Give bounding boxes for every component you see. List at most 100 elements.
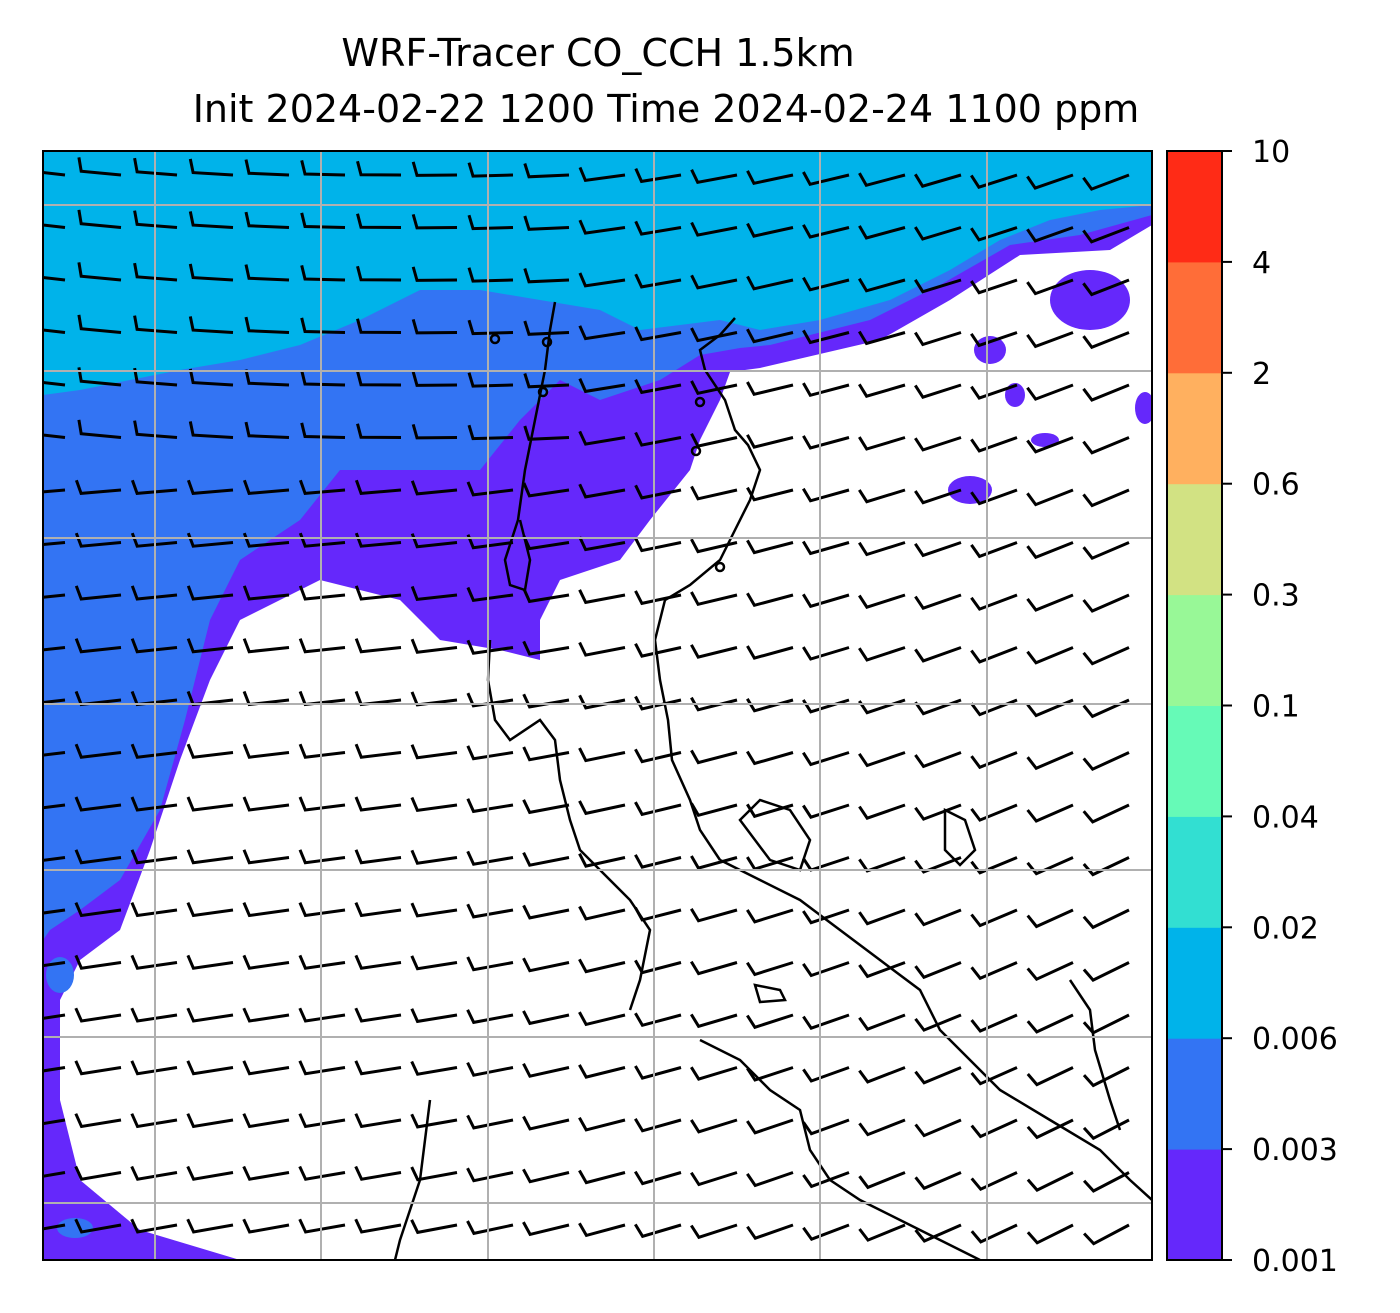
wind-barb xyxy=(690,538,738,554)
wind-barb xyxy=(1026,1066,1074,1087)
wind-barb xyxy=(970,856,1018,875)
wind-barb xyxy=(410,1219,458,1235)
wind-barb xyxy=(746,381,794,397)
wind-barb xyxy=(746,750,794,766)
wind-barb xyxy=(858,488,906,504)
wind-barb xyxy=(523,320,570,336)
wind-barb xyxy=(914,1118,962,1138)
wind-barb xyxy=(746,961,794,977)
wind-barb xyxy=(690,644,738,659)
wind-barb xyxy=(802,382,850,398)
wind-barb xyxy=(354,849,402,865)
wind-barb xyxy=(858,751,906,768)
wind-barb xyxy=(802,961,850,978)
wind-barb xyxy=(522,535,570,551)
wind-barb xyxy=(466,850,514,866)
wind-barb xyxy=(1026,961,1074,982)
wind-barb xyxy=(746,1066,794,1082)
wind-barb xyxy=(74,1060,122,1076)
wind-barb xyxy=(802,487,850,503)
wind-barb xyxy=(914,173,962,188)
wind-barb xyxy=(634,379,682,395)
colorbar-tick-label: 0.006 xyxy=(1252,1022,1338,1057)
wind-barb xyxy=(858,908,906,926)
wind-barb xyxy=(746,908,794,924)
wind-barb xyxy=(466,534,514,550)
wind-barb xyxy=(802,171,850,187)
wind-barb xyxy=(970,1013,1018,1033)
wind-barb xyxy=(411,213,458,230)
wind-barb xyxy=(298,638,346,654)
wind-barb xyxy=(858,225,906,240)
wind-barb xyxy=(858,961,906,979)
coastline xyxy=(486,639,652,1011)
wind-barb xyxy=(858,172,906,188)
wind-barb xyxy=(43,1223,66,1231)
wind-barb xyxy=(130,479,178,495)
wind-barb xyxy=(77,157,122,177)
title-line-1: WRF-Tracer CO_CCH 1.5km xyxy=(341,31,854,75)
wind-barb xyxy=(914,1223,962,1243)
coastline xyxy=(753,983,787,1004)
wind-barb xyxy=(1026,436,1074,454)
colorbar-swatch xyxy=(1167,1038,1222,1150)
wind-barb xyxy=(690,1013,738,1029)
wind-barb xyxy=(43,908,66,915)
colorbar-swatch xyxy=(1167,151,1222,263)
wind-barb xyxy=(298,902,346,918)
wind-barb xyxy=(354,902,402,918)
wind-barb xyxy=(578,1064,626,1079)
wind-barb xyxy=(133,315,178,334)
wind-barb xyxy=(1026,1013,1074,1034)
wind-barb xyxy=(1082,1171,1130,1193)
wind-barb xyxy=(188,316,234,334)
wind-barb xyxy=(914,646,962,663)
wind-barb xyxy=(858,436,906,451)
wind-barb xyxy=(130,1165,178,1181)
wind-barb xyxy=(1026,383,1074,401)
wind-barb xyxy=(634,1012,682,1028)
wind-barb xyxy=(298,954,346,970)
coastline xyxy=(738,798,812,872)
wind-barb xyxy=(1026,698,1074,718)
wind-barb xyxy=(914,1066,962,1085)
wind-barb xyxy=(1082,488,1130,508)
wind-barb xyxy=(1082,331,1130,350)
colorbar-swatch xyxy=(1167,816,1222,928)
wind-barb xyxy=(578,1222,626,1238)
wind-barb xyxy=(634,1118,682,1133)
island xyxy=(694,396,706,408)
wind-barb xyxy=(300,370,346,387)
wind-barb xyxy=(522,1063,570,1078)
wind-barb xyxy=(298,1060,346,1076)
wind-barb xyxy=(410,1113,458,1129)
wind-barb xyxy=(466,956,514,972)
wind-barb xyxy=(914,436,962,452)
wind-barb xyxy=(411,266,458,282)
wind-barb xyxy=(858,1223,906,1242)
wind-barb xyxy=(1082,856,1130,877)
wind-barb xyxy=(1082,1066,1130,1088)
wind-barb xyxy=(746,803,794,819)
wind-barb xyxy=(690,960,738,976)
colorbar-tick-label: 0.04 xyxy=(1252,800,1319,835)
wind-barb xyxy=(578,958,626,974)
wind-barb xyxy=(634,959,682,975)
wind-barb xyxy=(356,160,402,177)
wind-barb xyxy=(186,902,234,918)
colorbar-tick-label: 0.02 xyxy=(1252,911,1319,946)
wind-barb xyxy=(970,646,1018,664)
wind-barb xyxy=(467,319,514,336)
wind-barb xyxy=(188,263,234,282)
wind-barb xyxy=(354,1060,402,1076)
wind-barb xyxy=(133,420,178,439)
wind-barb xyxy=(410,1008,458,1024)
wind-barb xyxy=(74,743,122,759)
wind-barb xyxy=(242,954,290,970)
wind-barb xyxy=(43,751,66,757)
wind-barb xyxy=(130,902,178,918)
wind-barb xyxy=(1082,436,1130,455)
wind-barb xyxy=(970,593,1018,611)
wind-barb xyxy=(74,954,122,970)
